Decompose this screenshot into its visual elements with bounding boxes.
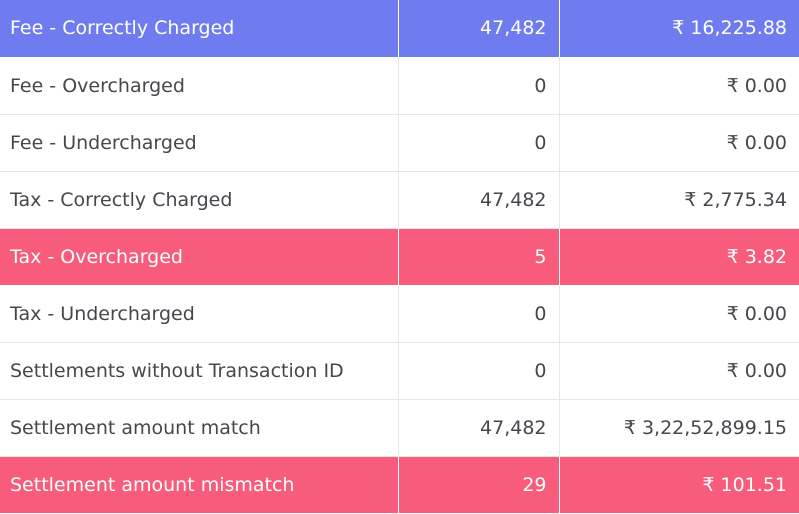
row-amount: ₹ 3,22,52,899.15 xyxy=(559,399,799,457)
row-count: 5 xyxy=(398,228,560,286)
row-count: 29 xyxy=(398,456,560,513)
table-row[interactable]: Tax - Undercharged 0 ₹ 0.00 xyxy=(0,285,799,343)
table-row[interactable]: Tax - Overcharged 5 ₹ 3.82 xyxy=(0,228,799,286)
row-amount: ₹ 0.00 xyxy=(559,342,799,400)
row-amount: ₹ 0.00 xyxy=(559,57,799,115)
table-row[interactable]: Settlement amount match 47,482 ₹ 3,22,52… xyxy=(0,399,799,457)
table-row[interactable]: Settlement amount mismatch 29 ₹ 101.51 xyxy=(0,456,799,513)
row-label: Settlement amount match xyxy=(0,399,399,457)
row-label: Fee - Overcharged xyxy=(0,57,399,115)
row-label: Tax - Undercharged xyxy=(0,285,399,343)
row-count: 0 xyxy=(398,114,560,172)
row-label: Settlement amount mismatch xyxy=(0,456,399,513)
table-row[interactable]: Fee - Undercharged 0 ₹ 0.00 xyxy=(0,114,799,172)
row-amount: ₹ 2,775.34 xyxy=(559,171,799,229)
row-label: Tax - Overcharged xyxy=(0,228,399,286)
row-label: Fee - Correctly Charged xyxy=(0,0,399,58)
row-label: Settlements without Transaction ID xyxy=(0,342,399,400)
row-amount: ₹ 101.51 xyxy=(559,456,799,513)
row-label: Fee - Undercharged xyxy=(0,114,399,172)
table-row[interactable]: Tax - Correctly Charged 47,482 ₹ 2,775.3… xyxy=(0,171,799,229)
row-count: 47,482 xyxy=(398,171,560,229)
row-count: 0 xyxy=(398,285,560,343)
row-count: 47,482 xyxy=(398,399,560,457)
table-row[interactable]: Fee - Overcharged 0 ₹ 0.00 xyxy=(0,57,799,115)
row-label: Tax - Correctly Charged xyxy=(0,171,399,229)
row-count: 0 xyxy=(398,342,560,400)
row-amount: ₹ 3.82 xyxy=(559,228,799,286)
row-amount: ₹ 0.00 xyxy=(559,285,799,343)
row-count: 47,482 xyxy=(398,0,560,58)
row-amount: ₹ 16,225.88 xyxy=(559,0,799,58)
table-row[interactable]: Settlements without Transaction ID 0 ₹ 0… xyxy=(0,342,799,400)
row-count: 0 xyxy=(398,57,560,115)
table-row[interactable]: Fee - Correctly Charged 47,482 ₹ 16,225.… xyxy=(0,0,799,58)
row-amount: ₹ 0.00 xyxy=(559,114,799,172)
